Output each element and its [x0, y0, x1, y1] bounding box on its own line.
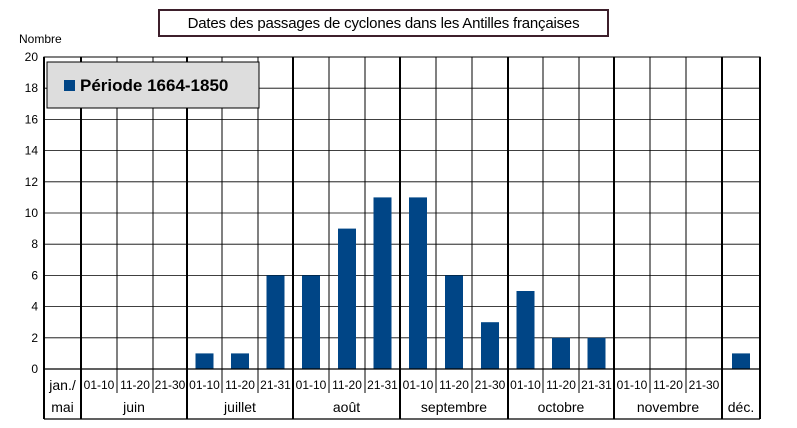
x-tick-label: 21-31 — [260, 378, 291, 392]
chart-title: Dates des passages de cyclones dans les … — [158, 9, 609, 37]
month-label: jan./ — [48, 377, 76, 393]
x-tick-label: 21-31 — [581, 378, 612, 392]
bar — [266, 275, 285, 369]
y-tick-label: 0 — [31, 362, 38, 376]
bar — [338, 228, 356, 369]
x-tick-label: 11-20 — [546, 378, 576, 392]
bar — [481, 322, 499, 369]
month-label: octobre — [538, 399, 585, 415]
x-tick-label: 01-10 — [617, 378, 648, 392]
x-tick-label: 01-10 — [189, 378, 220, 392]
bar — [587, 337, 606, 369]
x-tick-label: 21-31 — [367, 378, 398, 392]
y-tick-label: 20 — [25, 50, 39, 64]
month-label: juin — [122, 399, 145, 415]
x-tick-label: 01-10 — [296, 378, 327, 392]
x-tick-label: 21-30 — [475, 378, 506, 392]
month-label: mai — [51, 399, 74, 415]
y-tick-label: 6 — [31, 268, 38, 282]
legend-label: Période 1664-1850 — [80, 76, 228, 95]
x-tick-label: 11-20 — [120, 378, 150, 392]
bar — [552, 337, 570, 369]
y-tick-label: 18 — [25, 81, 39, 95]
month-label: juillet — [223, 399, 256, 415]
y-tick-label: 12 — [25, 175, 39, 189]
y-tick-label: 4 — [31, 300, 38, 314]
x-tick-label: 11-20 — [439, 378, 469, 392]
bar — [409, 197, 427, 369]
bar — [231, 353, 249, 369]
month-label: août — [333, 399, 360, 415]
x-tick-label: 11-20 — [332, 378, 362, 392]
y-axis-title: Nombre — [19, 32, 62, 46]
x-tick-label: 11-20 — [225, 378, 255, 392]
bar — [195, 353, 214, 369]
month-label: novembre — [637, 399, 699, 415]
bar — [302, 275, 320, 369]
y-tick-label: 10 — [25, 206, 39, 220]
x-tick-label: 21-30 — [689, 378, 720, 392]
month-label: septembre — [421, 399, 487, 415]
y-tick-label: 8 — [31, 237, 38, 251]
x-tick-label: 01-10 — [510, 378, 541, 392]
bar — [732, 353, 750, 369]
y-tick-label: 16 — [25, 112, 39, 126]
bar — [373, 197, 392, 369]
bar — [445, 275, 463, 369]
x-tick-label: 11-20 — [653, 378, 683, 392]
y-tick-label: 2 — [31, 331, 38, 345]
bar — [516, 291, 535, 369]
legend-box — [46, 61, 260, 109]
x-tick-label: 01-10 — [84, 378, 115, 392]
month-label: déc. — [728, 399, 754, 415]
y-tick-label: 14 — [25, 144, 39, 158]
chart-title-text: Dates des passages de cyclones dans les … — [187, 14, 580, 32]
x-tick-label: 21-30 — [155, 378, 186, 392]
legend-swatch — [64, 80, 75, 91]
x-tick-label: 01-10 — [403, 378, 434, 392]
